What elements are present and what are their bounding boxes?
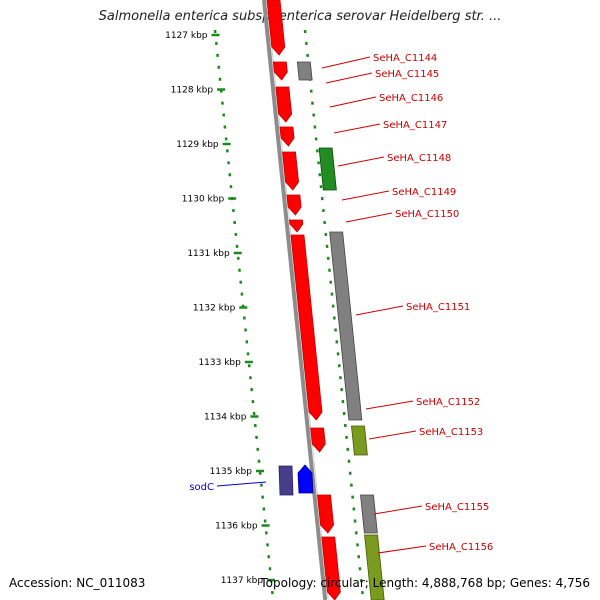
- gene-label-sodC-leader: [216, 481, 267, 487]
- ruler-tick-label: 1131 kbp: [187, 249, 230, 259]
- gene-label-1156: SeHA_C1156: [429, 542, 493, 553]
- genome-backbone: [262, 0, 328, 600]
- gene-arrow-1149: [286, 194, 302, 216]
- gene-block-1145: [296, 61, 313, 81]
- gene-arrow-1144: [266, 0, 286, 56]
- gene-block-sodC-navy: [278, 465, 294, 496]
- map-title: Salmonella enterica subsp. enterica sero…: [98, 9, 502, 24]
- gene-label-1147: SeHA_C1147: [383, 120, 447, 131]
- gene-label-1149: SeHA_C1149: [392, 187, 456, 198]
- gene-label-sodC: sodC: [189, 482, 214, 493]
- gene-label-1148: SeHA_C1148: [387, 153, 451, 164]
- ruler-tick-label: 1128 kbp: [171, 86, 214, 96]
- gene-label-1146-leader: [329, 96, 377, 108]
- gene-label-1144-leader: [321, 56, 371, 69]
- gene-block-1151: [329, 231, 363, 421]
- ruler-tick-label: 1127 kbp: [165, 31, 208, 41]
- ruler-tick-label: 1137 kbp: [221, 576, 264, 586]
- gene-arrow-1147: [279, 126, 295, 147]
- ruler-tick-label: 1135 kbp: [210, 467, 253, 477]
- ruler-tick-label: 1132 kbp: [193, 304, 236, 314]
- gene-label-1151: SeHA_C1151: [406, 302, 470, 313]
- gene-label-1150: SeHA_C1150: [395, 209, 459, 220]
- ruler-tick-label: 1133 kbp: [198, 358, 241, 368]
- gene-label-1144: SeHA_C1144: [373, 53, 437, 64]
- gene-arrow-a: [272, 61, 288, 81]
- gene-label-1153-leader: [368, 430, 417, 440]
- genome-summary-text: Topology: circular; Length: 4,888,768 bp…: [260, 576, 590, 590]
- gene-arrow-1156-red: [321, 536, 341, 600]
- gene-label-1146: SeHA_C1146: [379, 93, 443, 104]
- gene-label-1149-leader: [341, 190, 390, 201]
- ruler-tick-label: 1129 kbp: [176, 140, 219, 150]
- gene-label-1145-leader: [325, 72, 373, 84]
- ruler-line-left: [213, 29, 275, 600]
- ruler-tick-label: 1136 kbp: [215, 522, 258, 532]
- gene-block-1148: [318, 147, 337, 191]
- gene-block-1155: [360, 494, 378, 534]
- gene-block-1153: [351, 425, 368, 456]
- gene-label-1153: SeHA_C1153: [419, 427, 483, 438]
- gene-label-1155: SeHA_C1155: [425, 502, 489, 513]
- gene-label-1155-leader: [373, 505, 423, 515]
- gene-block-1156: [364, 534, 385, 600]
- gene-label-1148-leader: [337, 156, 385, 167]
- gene-label-1151-leader: [355, 305, 404, 316]
- gene-arrow-1151-red: [290, 234, 323, 421]
- gene-label-1152-leader: [365, 400, 414, 410]
- gene-arrow-b: [282, 151, 299, 191]
- ruler-tick-label: 1130 kbp: [182, 195, 225, 205]
- gene-label-1147-leader: [333, 123, 381, 134]
- gene-arrow-1150: [288, 219, 304, 233]
- gene-label-1145: SeHA_C1145: [375, 69, 439, 80]
- gene-arrow-sodC: [297, 464, 314, 494]
- ruler-tick-label: 1134 kbp: [204, 413, 247, 423]
- gene-label-1156-leader: [377, 545, 427, 554]
- gene-label-1152: SeHA_C1152: [416, 397, 480, 408]
- accession-text: Accession: NC_011083: [9, 576, 146, 590]
- ruler-line-right: [303, 29, 365, 600]
- gene-arrow-1146: [275, 86, 293, 123]
- gene-arrow-1152: [310, 427, 326, 453]
- gene-label-1150-leader: [345, 212, 393, 223]
- gene-arrow-1155-red: [317, 494, 334, 534]
